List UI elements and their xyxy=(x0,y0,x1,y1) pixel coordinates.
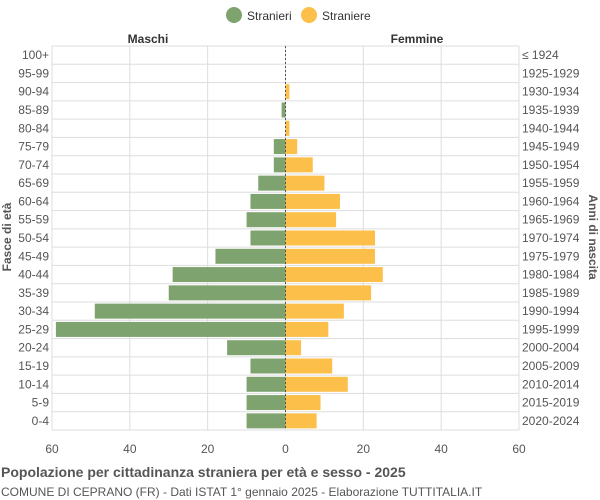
age-group-label: 10-14 xyxy=(18,377,49,391)
males-header: Maschi xyxy=(128,32,169,46)
birth-year-label: 1930-1934 xyxy=(522,85,580,99)
bar-male-40-44 xyxy=(172,267,286,283)
bar-female-15-19 xyxy=(285,358,333,374)
birth-year-label: 1990-1994 xyxy=(522,304,580,318)
bar-female-40-44 xyxy=(285,267,383,283)
birth-year-label: 1995-1999 xyxy=(522,322,580,336)
legend-swatch-stranieri xyxy=(226,7,242,23)
bar-female-65-69 xyxy=(285,175,325,191)
bar-male-35-39 xyxy=(168,285,286,301)
bars xyxy=(55,46,383,430)
legend-label-straniere: Straniere xyxy=(322,9,371,23)
age-group-label: 65-69 xyxy=(18,176,49,190)
birth-year-label: 1955-1959 xyxy=(522,176,580,190)
age-group-label: 70-74 xyxy=(18,158,49,172)
birth-year-label: 2010-2014 xyxy=(522,377,580,391)
legend: Stranieri Straniere xyxy=(226,7,371,23)
age-group-label: 60-64 xyxy=(18,194,49,208)
bar-female-60-64 xyxy=(285,193,340,209)
age-group-label: 100+ xyxy=(22,48,49,62)
age-group-label: 45-49 xyxy=(18,249,49,263)
x-tick-label: 60 xyxy=(45,442,59,456)
bar-female-75-79 xyxy=(285,139,298,155)
x-tick-label: 60 xyxy=(512,442,526,456)
bar-male-65-69 xyxy=(258,175,286,191)
age-group-label: 40-44 xyxy=(18,268,49,282)
bar-female-20-24 xyxy=(285,340,302,356)
age-group-label: 30-34 xyxy=(18,304,49,318)
x-tick-label: 40 xyxy=(434,442,448,456)
age-group-label: 15-19 xyxy=(18,359,49,373)
bar-male-75-79 xyxy=(273,139,286,155)
chart-subtitle: COMUNE DI CEPRANO (FR) - Dati ISTAT 1° g… xyxy=(1,485,483,499)
birth-year-label: 1940-1944 xyxy=(522,121,580,135)
age-group-label: 35-39 xyxy=(18,286,49,300)
bar-male-60-64 xyxy=(250,193,286,209)
bar-female-70-74 xyxy=(285,157,313,173)
age-group-label: 95-99 xyxy=(18,66,49,80)
age-group-label: 5-9 xyxy=(32,396,50,410)
bar-female-30-34 xyxy=(285,303,344,319)
bar-female-5-9 xyxy=(285,395,321,411)
birth-year-label: 2000-2004 xyxy=(522,341,580,355)
age-group-label: 80-84 xyxy=(18,121,49,135)
birth-year-label: 1925-1929 xyxy=(522,66,580,80)
birth-year-label: 2020-2024 xyxy=(522,414,580,428)
y-axis-left-title: Fasce di età xyxy=(0,202,14,271)
birth-year-label: 1985-1989 xyxy=(522,286,580,300)
bar-male-30-34 xyxy=(94,303,286,319)
legend-swatch-straniere xyxy=(301,7,317,23)
birth-year-label: 1965-1969 xyxy=(522,213,580,227)
bar-female-50-54 xyxy=(285,230,376,246)
birth-year-label: 1945-1949 xyxy=(522,140,580,154)
bar-female-90-94 xyxy=(285,84,290,100)
birth-year-label: 1935-1939 xyxy=(522,103,580,117)
bar-male-5-9 xyxy=(246,395,286,411)
bar-male-45-49 xyxy=(215,248,286,264)
age-group-label: 55-59 xyxy=(18,213,49,227)
bar-female-10-14 xyxy=(285,376,348,392)
bar-male-50-54 xyxy=(250,230,286,246)
birth-year-label: 1950-1954 xyxy=(522,158,580,172)
bar-female-35-39 xyxy=(285,285,372,301)
bar-female-45-49 xyxy=(285,248,376,264)
bar-male-25-29 xyxy=(55,321,286,337)
age-group-label: 85-89 xyxy=(18,103,49,117)
birth-year-label: 1980-1984 xyxy=(522,268,580,282)
birth-year-label: 2005-2009 xyxy=(522,359,580,373)
legend-label-stranieri: Stranieri xyxy=(247,9,292,23)
birth-year-label: 1960-1964 xyxy=(522,194,580,208)
age-group-label: 50-54 xyxy=(18,231,49,245)
bar-male-0-4 xyxy=(246,413,286,429)
x-tick-label: 40 xyxy=(123,442,137,456)
bar-male-15-19 xyxy=(250,358,286,374)
age-group-label: 25-29 xyxy=(18,322,49,336)
bar-female-25-29 xyxy=(285,321,329,337)
bar-female-80-84 xyxy=(285,120,290,136)
bar-female-0-4 xyxy=(285,413,317,429)
bar-male-20-24 xyxy=(227,340,286,356)
axis-labels: 60 40 20 0 20 40 60 100+ ≤ 1924 95-99 1925-1929 90-… xyxy=(18,48,579,456)
age-group-label: 90-94 xyxy=(18,85,49,99)
y-axis-right-title: Anni di nascita xyxy=(586,194,600,280)
age-group-label: 20-24 xyxy=(18,341,49,355)
x-tick-label: 0 xyxy=(282,442,289,456)
x-tick-label: 20 xyxy=(357,442,371,456)
females-header: Femmine xyxy=(391,32,444,46)
birth-year-label: 1975-1979 xyxy=(522,249,580,263)
birth-year-label: 1970-1974 xyxy=(522,231,580,245)
chart-title: Popolazione per cittadinanza straniera p… xyxy=(1,464,406,480)
birth-year-label: ≤ 1924 xyxy=(522,48,559,62)
age-group-label: 0-4 xyxy=(32,414,50,428)
bar-female-55-59 xyxy=(285,212,337,228)
birth-year-label: 2015-2019 xyxy=(522,396,580,410)
bar-male-70-74 xyxy=(273,157,286,173)
age-group-label: 75-79 xyxy=(18,140,49,154)
bar-male-85-89 xyxy=(281,102,286,118)
bar-male-10-14 xyxy=(246,376,286,392)
bar-male-55-59 xyxy=(246,212,286,228)
x-tick-label: 20 xyxy=(201,442,215,456)
